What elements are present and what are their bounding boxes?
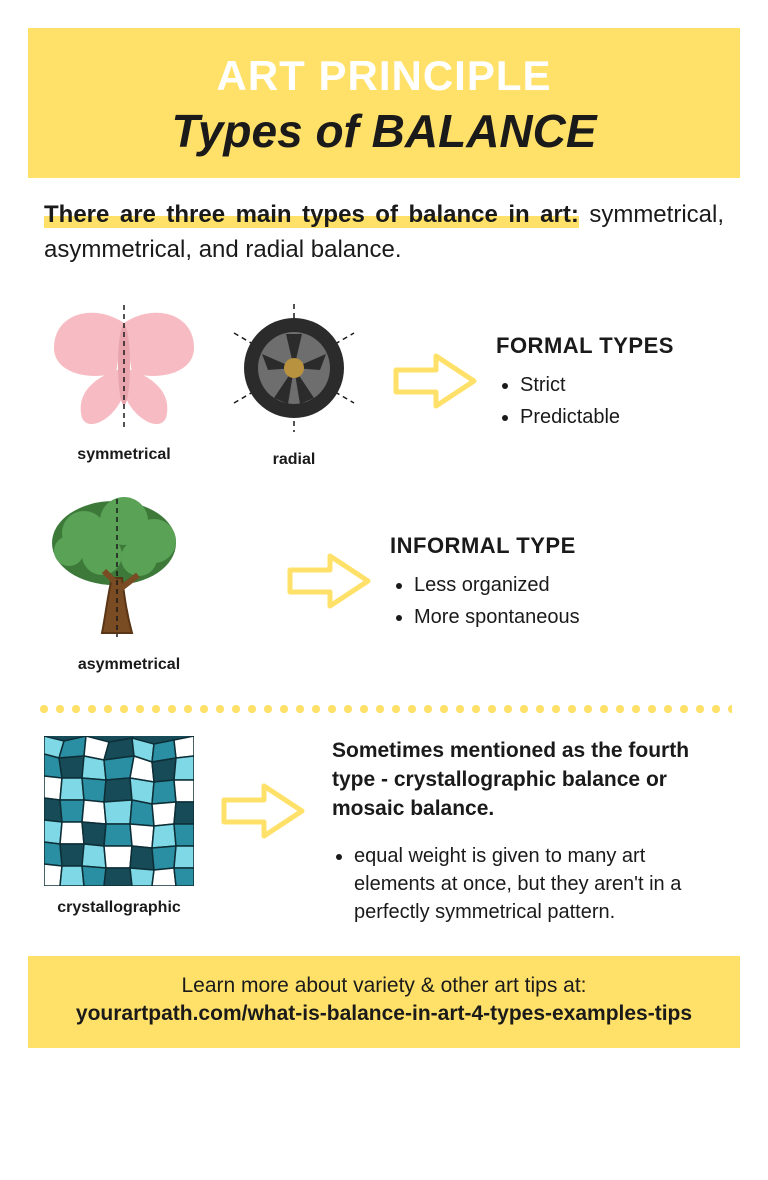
formal-bullet-2: Predictable [520, 401, 724, 433]
informal-section: asymmetrical INFORMAL TYPE Less organize… [0, 479, 768, 698]
intro-highlight: There are three main types of balance in… [44, 201, 579, 228]
arrow-icon [284, 546, 374, 621]
arrow-icon [218, 776, 308, 851]
header-subtitle: Types of BALANCE [38, 104, 730, 158]
informal-title: INFORMAL TYPE [390, 533, 724, 559]
informal-bullet-2: More spontaneous [414, 601, 724, 633]
wheel-icon [214, 298, 374, 438]
dotted-divider [36, 704, 732, 714]
footer-line1: Learn more about variety & other art tip… [38, 974, 730, 998]
crystal-section: crystallographic Sometimes mentioned as … [0, 736, 768, 948]
footer-banner: Learn more about variety & other art tip… [28, 956, 740, 1048]
label-radial: radial [214, 451, 374, 469]
crystal-lead: Sometimes mentioned as the fourth type -… [332, 736, 724, 824]
crystal-description: Sometimes mentioned as the fourth type -… [332, 736, 724, 926]
formal-bullet-1: Strict [520, 369, 724, 401]
formal-section: symmetrical radial [0, 268, 768, 479]
footer-line2: yourartpath.com/what-is-balance-in-art-4… [38, 1002, 730, 1026]
example-crystallographic: crystallographic [44, 736, 194, 917]
example-symmetrical: symmetrical [44, 303, 204, 464]
butterfly-icon [44, 303, 204, 433]
tree-icon [44, 493, 214, 643]
example-radial: radial [214, 298, 374, 469]
formal-title: FORMAL TYPES [496, 333, 724, 359]
informal-description: INFORMAL TYPE Less organized More sponta… [390, 533, 724, 633]
label-symmetrical: symmetrical [44, 446, 204, 464]
mosaic-icon [44, 736, 194, 886]
example-asymmetrical: asymmetrical [44, 493, 214, 674]
informal-bullet-1: Less organized [414, 569, 724, 601]
header-banner: ART PRINCIPLE Types of BALANCE [28, 28, 740, 178]
arrow-icon [390, 346, 480, 421]
intro-text: There are three main types of balance in… [0, 198, 768, 268]
label-crystallographic: crystallographic [44, 899, 194, 917]
crystal-bullet: equal weight is given to many art elemen… [354, 842, 724, 926]
header-title: ART PRINCIPLE [38, 52, 730, 100]
label-asymmetrical: asymmetrical [44, 656, 214, 674]
formal-description: FORMAL TYPES Strict Predictable [496, 333, 724, 433]
